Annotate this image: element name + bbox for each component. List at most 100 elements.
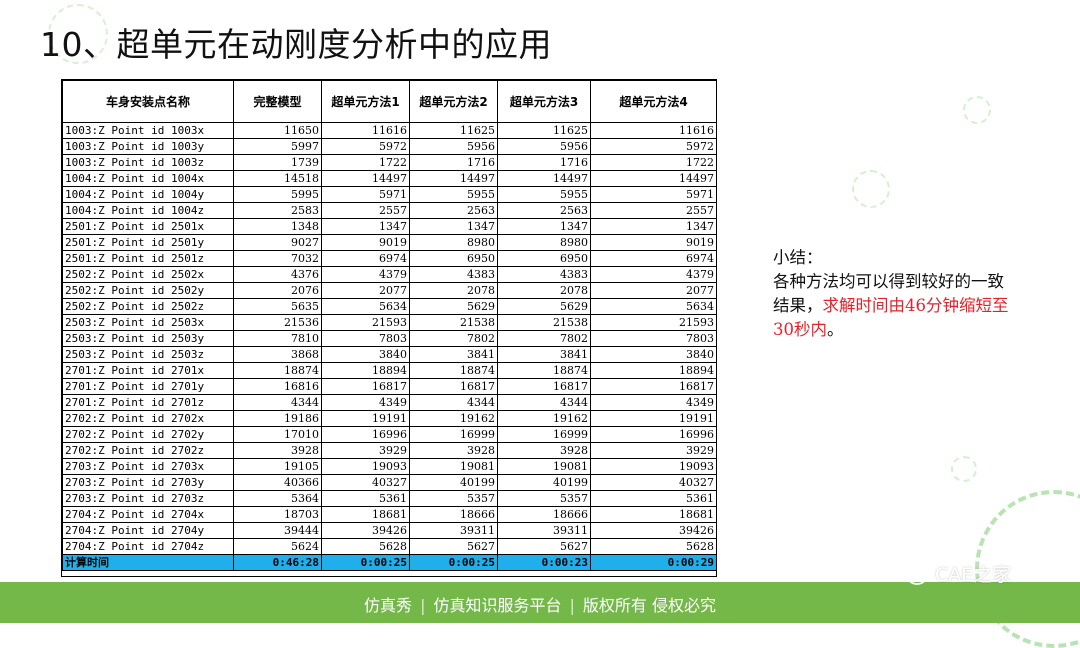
value-cell: 1722 (321, 154, 410, 171)
value-cell: 3868 (233, 346, 322, 363)
summary-heading: 小结： (773, 248, 823, 267)
value-cell: 2583 (233, 202, 322, 219)
value-cell: 18874 (497, 362, 591, 379)
value-cell: 2563 (409, 202, 498, 219)
table-row: 2503:Z Point id 2503z 3868 3840 3841 3841 384… (62, 346, 717, 363)
value-cell: 4349 (321, 394, 410, 411)
table-row: 2701:Z Point id 2701x 18874 18894 18874 1887… (62, 362, 717, 379)
value-cell: 1347 (409, 218, 498, 235)
value-cell: 3841 (409, 346, 498, 363)
decorative-circle (963, 96, 991, 124)
wechat-icon (896, 562, 927, 585)
decorative-circle (48, 4, 108, 64)
value-cell: 5635 (233, 298, 322, 315)
table-row: 2703:Z Point id 2703y 40366 40327 40199 4019… (62, 474, 717, 491)
footer-brand: 仿真秀 (364, 596, 413, 615)
value-cell: 5972 (321, 138, 410, 155)
value-cell: 3928 (233, 442, 322, 459)
value-cell: 16996 (321, 426, 410, 443)
point-name-cell: 2701:Z Point id 2701x (62, 362, 234, 379)
value-cell: 2078 (497, 282, 591, 299)
value-cell: 40199 (497, 474, 591, 491)
point-name-cell: 2701:Z Point id 2701y (62, 378, 234, 395)
table-row: 1004:Z Point id 1004x 14518 14497 14497 1449… (62, 170, 717, 187)
value-cell: 17010 (233, 426, 322, 443)
value-cell: 39426 (321, 522, 410, 539)
point-name-cell: 2702:Z Point id 2702z (62, 442, 234, 459)
value-cell: 4344 (497, 394, 591, 411)
value-cell: 2077 (590, 282, 717, 299)
column-header: 超单元方法3 (497, 80, 591, 123)
value-cell: 19162 (409, 410, 498, 427)
decorative-circle (852, 170, 890, 208)
value-cell: 21593 (321, 314, 410, 331)
value-cell: 6950 (497, 250, 591, 267)
table-row: 1004:Z Point id 1004y 5995 5971 5955 5955 597… (62, 186, 717, 203)
value-cell: 2557 (590, 202, 717, 219)
table-row: 1004:Z Point id 1004z 2583 2557 2563 2563 255… (62, 202, 717, 219)
point-name-cell: 2704:Z Point id 2704x (62, 506, 234, 523)
value-cell: 5971 (590, 186, 717, 203)
value-cell: 39311 (409, 522, 498, 539)
table-row: 2703:Z Point id 2703z 5364 5361 5357 5357 536… (62, 490, 717, 507)
value-cell: 6974 (590, 250, 717, 267)
value-cell: 14497 (409, 170, 498, 187)
table-row: 2702:Z Point id 2702z 3928 3929 3928 3928 392… (62, 442, 717, 459)
point-name-cell: 2501:Z Point id 2501y (62, 234, 234, 251)
table-row: 2501:Z Point id 2501x 1348 1347 1347 1347 134… (62, 218, 717, 235)
value-cell: 9019 (321, 234, 410, 251)
point-name-cell: 2703:Z Point id 2703x (62, 458, 234, 475)
value-cell: 1347 (590, 218, 717, 235)
value-cell: 2557 (321, 202, 410, 219)
value-cell: 3929 (590, 442, 717, 459)
table-row: 2702:Z Point id 2702y 17010 16996 16999 1699… (62, 426, 717, 443)
value-cell: 4379 (590, 266, 717, 283)
value-cell: 5956 (409, 138, 498, 155)
value-cell: 18894 (590, 362, 717, 379)
value-cell: 5629 (409, 298, 498, 315)
table-row: 1003:Z Point id 1003y 5997 5972 5956 5956 597… (62, 138, 717, 155)
value-cell: 21538 (409, 314, 498, 331)
value-cell: 5357 (409, 490, 498, 507)
value-cell: 1722 (590, 154, 717, 171)
value-cell: 16816 (233, 378, 322, 395)
value-cell: 40199 (409, 474, 498, 491)
table-row: 1003:Z Point id 1003x 11650 11616 11625 1162… (62, 122, 717, 139)
value-cell: 2076 (233, 282, 322, 299)
value-cell: 40327 (590, 474, 717, 491)
total-time-cell: 0:00:29 (590, 554, 717, 571)
results-table-container: 车身安装点名称 完整模型 超单元方法1 超单元方法2 超单元方法3 超单元方法4 1003… (61, 79, 717, 577)
value-cell: 4349 (590, 394, 717, 411)
value-cell: 18874 (233, 362, 322, 379)
point-name-cell: 1004:Z Point id 1004x (62, 170, 234, 187)
table-body: 1003:Z Point id 1003x 11650 11616 11625 1162… (62, 122, 717, 571)
value-cell: 4344 (409, 394, 498, 411)
total-time-cell: 0:46:28 (233, 554, 322, 571)
value-cell: 7810 (233, 330, 322, 347)
total-time-row: 计算时间 0:46:28 0:00:25 0:00:25 0:00:23 0:00:29 (62, 554, 717, 571)
value-cell: 5955 (497, 186, 591, 203)
table-row: 2502:Z Point id 2502x 4376 4379 4383 4383 437… (62, 266, 717, 283)
footer-text: 仿真秀 | 仿真知识服务平台 | 版权所有 侵权必究 (0, 592, 1080, 616)
value-cell: 5634 (321, 298, 410, 315)
value-cell: 9019 (590, 234, 717, 251)
table-row: 2503:Z Point id 2503x 21536 21593 21538 2153… (62, 314, 717, 331)
column-header: 超单元方法2 (409, 80, 498, 123)
slide-title: 10、超单元在动刚度分析中的应用 (40, 25, 552, 64)
value-cell: 19191 (590, 410, 717, 427)
point-name-cell: 1004:Z Point id 1004z (62, 202, 234, 219)
value-cell: 18874 (409, 362, 498, 379)
point-name-cell: 2502:Z Point id 2502y (62, 282, 234, 299)
point-name-cell: 2501:Z Point id 2501x (62, 218, 234, 235)
point-name-cell: 1003:Z Point id 1003x (62, 122, 234, 139)
value-cell: 19093 (590, 458, 717, 475)
footer-platform: 仿真知识服务平台 (433, 596, 562, 615)
value-cell: 1347 (497, 218, 591, 235)
value-cell: 1348 (233, 218, 322, 235)
point-name-cell: 2503:Z Point id 2503x (62, 314, 234, 331)
column-header: 超单元方法4 (590, 80, 717, 123)
value-cell: 19186 (233, 410, 322, 427)
value-cell: 4376 (233, 266, 322, 283)
value-cell: 3841 (497, 346, 591, 363)
value-cell: 5364 (233, 490, 322, 507)
